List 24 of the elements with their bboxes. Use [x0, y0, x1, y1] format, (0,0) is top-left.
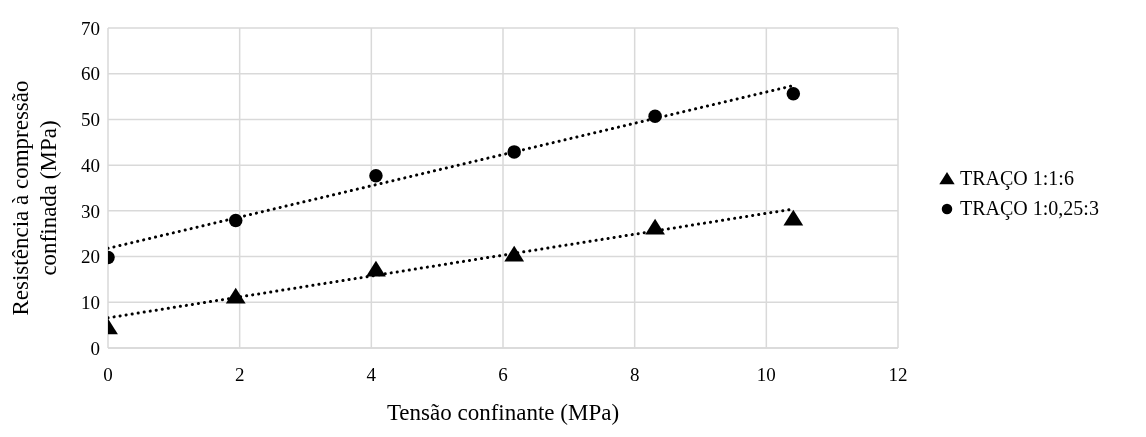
point	[786, 87, 801, 101]
point	[369, 168, 383, 183]
point	[783, 209, 804, 226]
x-tick-label: 2	[234, 364, 245, 386]
x-tick-label: 8	[629, 364, 640, 386]
y-tick-label: 40	[81, 154, 100, 176]
point	[225, 287, 246, 304]
y-tick-label: 10	[81, 292, 100, 314]
x-tick-label: 6	[498, 364, 508, 386]
y-axis-title: Resistência à compressão confinada (MPa)	[8, 80, 61, 316]
x-tick-label: 10	[756, 364, 776, 386]
legend-label: TRAÇO 1:1:6	[960, 166, 1074, 190]
x-axis-title: Tensão confinante (MPa)	[386, 400, 620, 425]
y-tick-label: 20	[81, 246, 100, 268]
y-tick-label: 30	[81, 200, 100, 222]
y-tick-label: 50	[81, 109, 100, 131]
y-tick-label: 70	[81, 17, 100, 39]
point	[645, 218, 665, 235]
y-tick-label: 0	[90, 337, 100, 359]
y-tick-label: 60	[81, 63, 100, 85]
x-tick-label: 4	[366, 364, 377, 386]
legend-label: TRAÇO 1:0,25:3	[960, 196, 1099, 220]
x-tick-label: 12	[888, 364, 908, 386]
point	[366, 260, 386, 277]
